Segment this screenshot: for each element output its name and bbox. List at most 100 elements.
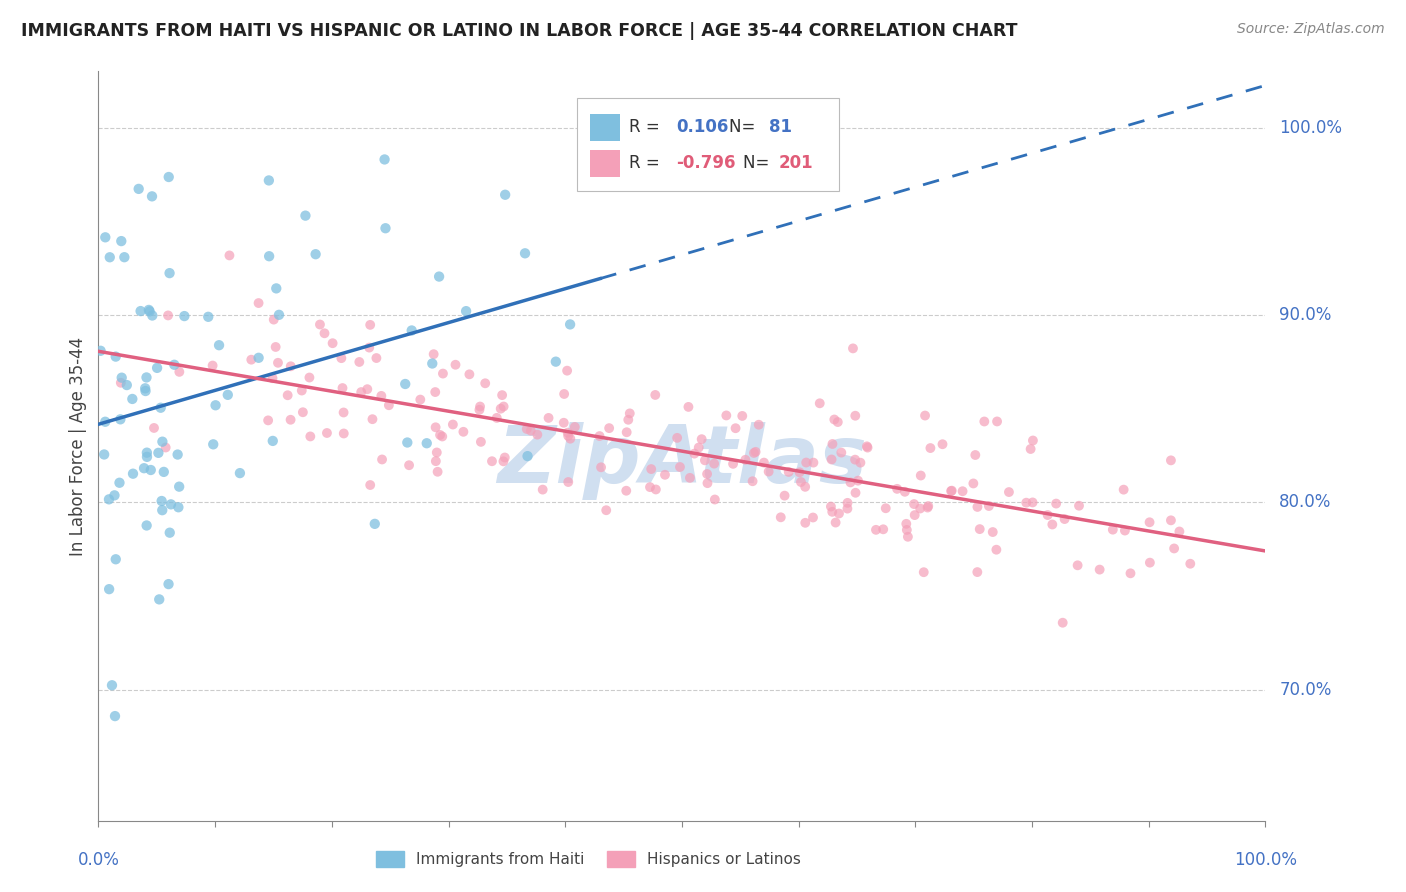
Point bbox=[150, 503, 173, 517]
Point bbox=[837, 496, 859, 510]
Point bbox=[111, 370, 134, 384]
Point bbox=[748, 417, 770, 432]
Point bbox=[654, 467, 676, 482]
Text: 0.0%: 0.0% bbox=[77, 851, 120, 869]
Point bbox=[333, 426, 356, 441]
Point bbox=[986, 414, 1008, 428]
Point bbox=[470, 434, 492, 449]
Point bbox=[359, 318, 381, 332]
Point bbox=[952, 484, 974, 499]
Point bbox=[146, 360, 169, 375]
FancyBboxPatch shape bbox=[589, 113, 620, 141]
Point bbox=[394, 376, 416, 391]
Point bbox=[896, 523, 918, 537]
Point bbox=[267, 308, 290, 322]
Point bbox=[291, 405, 314, 419]
Point bbox=[267, 356, 290, 370]
Point bbox=[94, 415, 117, 429]
Point bbox=[160, 497, 183, 511]
Point bbox=[112, 250, 135, 264]
Point bbox=[790, 475, 813, 489]
Point bbox=[350, 385, 373, 400]
Point bbox=[294, 209, 316, 223]
Text: 0.106: 0.106 bbox=[676, 118, 728, 136]
Point bbox=[291, 384, 314, 398]
Point bbox=[908, 501, 931, 516]
Point bbox=[998, 485, 1021, 500]
Point bbox=[263, 312, 285, 326]
Point bbox=[356, 382, 378, 396]
Point bbox=[468, 400, 491, 414]
Point bbox=[856, 439, 879, 453]
Point bbox=[557, 425, 579, 440]
Point bbox=[429, 428, 451, 442]
Point bbox=[669, 460, 692, 475]
Point bbox=[432, 367, 454, 381]
Legend: Immigrants from Haiti, Hispanics or Latinos: Immigrants from Haiti, Hispanics or Lati… bbox=[370, 845, 807, 873]
Point bbox=[827, 415, 849, 429]
Point bbox=[304, 247, 326, 261]
Point bbox=[489, 401, 512, 416]
Y-axis label: In Labor Force | Age 35-44: In Labor Force | Age 35-44 bbox=[69, 336, 87, 556]
Point bbox=[917, 499, 939, 513]
Point bbox=[359, 341, 381, 355]
Point bbox=[1019, 442, 1042, 456]
Point bbox=[481, 454, 503, 468]
Text: 80.0%: 80.0% bbox=[1279, 493, 1331, 511]
Point bbox=[103, 488, 125, 502]
Point bbox=[110, 376, 132, 390]
Point bbox=[666, 431, 689, 445]
Point bbox=[1021, 495, 1043, 509]
Point bbox=[169, 365, 191, 379]
Point bbox=[371, 452, 394, 467]
Point bbox=[844, 409, 866, 423]
Point bbox=[218, 248, 240, 262]
Point bbox=[173, 309, 195, 323]
Point bbox=[420, 357, 443, 371]
Point bbox=[696, 476, 718, 491]
Point bbox=[426, 445, 449, 459]
Point bbox=[444, 358, 467, 372]
Text: N=: N= bbox=[728, 118, 761, 136]
Point bbox=[422, 347, 444, 361]
Point bbox=[201, 359, 224, 373]
Point bbox=[94, 230, 117, 244]
Point bbox=[520, 424, 543, 438]
FancyBboxPatch shape bbox=[589, 150, 620, 177]
Point bbox=[758, 465, 780, 479]
Text: R =: R = bbox=[630, 154, 665, 172]
Text: 81: 81 bbox=[769, 118, 793, 136]
Point bbox=[366, 351, 388, 365]
Point bbox=[149, 401, 172, 415]
Point bbox=[425, 454, 447, 468]
Point bbox=[134, 381, 156, 395]
Point bbox=[965, 448, 987, 462]
Point bbox=[159, 525, 181, 540]
Point bbox=[115, 378, 138, 392]
Point bbox=[167, 500, 190, 515]
Point bbox=[846, 474, 869, 488]
Point bbox=[589, 460, 612, 475]
Text: N=: N= bbox=[742, 154, 775, 172]
Point bbox=[1045, 497, 1067, 511]
Point bbox=[1067, 499, 1090, 513]
Point bbox=[875, 501, 897, 516]
Point bbox=[141, 309, 163, 323]
Point bbox=[644, 483, 666, 497]
Point bbox=[986, 542, 1008, 557]
Point bbox=[614, 483, 637, 498]
Point bbox=[257, 249, 280, 263]
Point bbox=[1040, 517, 1063, 532]
Point bbox=[731, 409, 754, 423]
Point bbox=[558, 318, 581, 332]
Point bbox=[152, 434, 174, 449]
Point bbox=[157, 577, 180, 591]
Point bbox=[298, 370, 321, 384]
Point bbox=[204, 398, 226, 412]
Point bbox=[513, 246, 536, 260]
Point bbox=[299, 429, 322, 443]
Point bbox=[135, 445, 157, 459]
Point bbox=[374, 221, 396, 235]
Text: R =: R = bbox=[630, 118, 665, 136]
Point bbox=[856, 441, 879, 455]
